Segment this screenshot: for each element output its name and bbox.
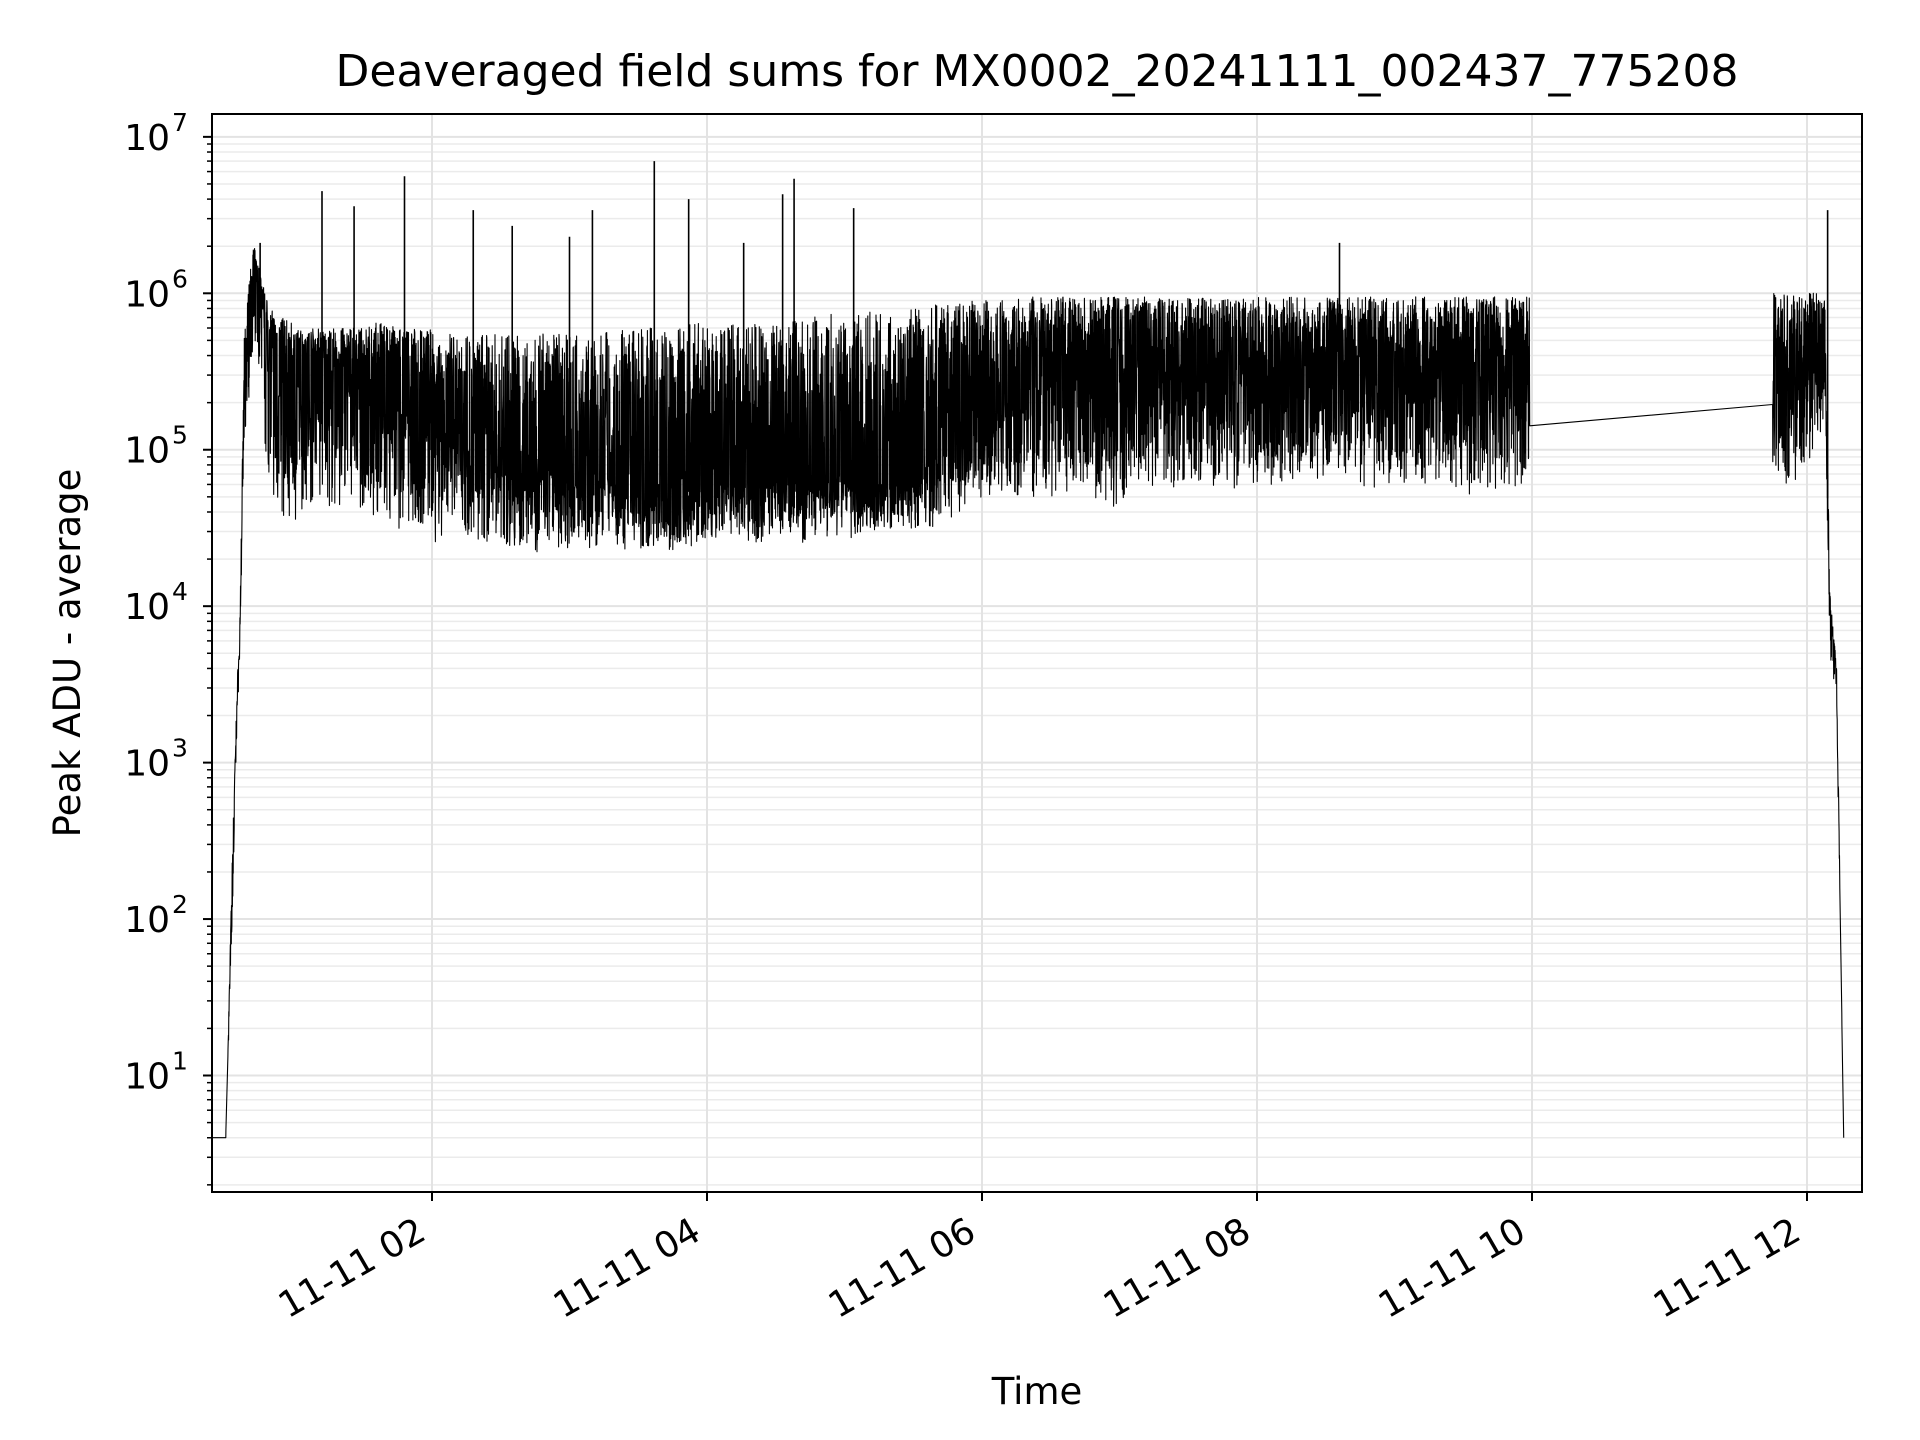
y-tick-label: 10 (124, 744, 170, 785)
y-tick-exponent: 7 (172, 108, 188, 137)
x-axis-label: Time (991, 1370, 1083, 1413)
data-layer (211, 161, 1845, 1139)
y-tick-exponent: 2 (172, 890, 188, 919)
y-tick-exponent: 6 (172, 264, 188, 293)
plot-area (211, 113, 1863, 1193)
y-tick-label: 10 (124, 274, 170, 315)
grid (212, 114, 1862, 1192)
y-tick-label: 10 (124, 900, 170, 941)
y-tick-exponent: 4 (172, 577, 188, 606)
y-tick-exponent: 5 (172, 421, 188, 450)
y-tick-label: 10 (124, 431, 170, 472)
series-line (211, 248, 1845, 1139)
y-tick-exponent: 1 (172, 1046, 188, 1075)
y-tick-label: 10 (124, 118, 170, 159)
y-tick-label: 10 (124, 587, 170, 628)
y-tick-label: 10 (124, 1056, 170, 1097)
y-tick-exponent: 3 (172, 734, 188, 763)
y-axis-label: Peak ADU - average (46, 469, 89, 838)
chart-title: Deaveraged field sums for MX0002_2024111… (336, 46, 1739, 97)
